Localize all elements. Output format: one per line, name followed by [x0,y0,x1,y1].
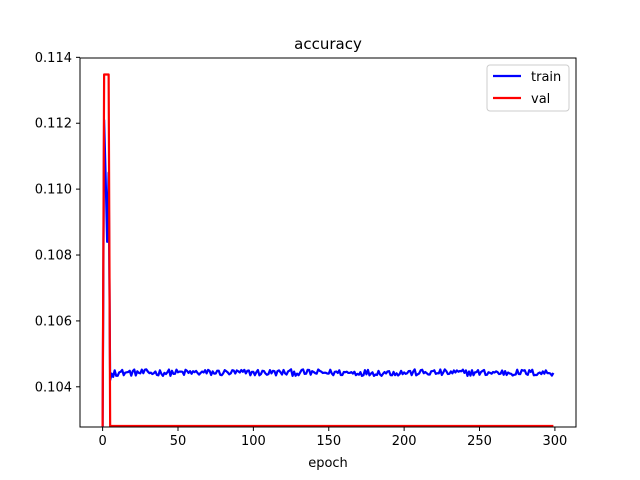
x-tick-label: 250 [467,434,492,449]
legend: train val [486,64,570,112]
legend-label-val: val [531,92,550,107]
series-line-val [101,73,554,428]
y-tick-label: 0.110 [35,183,72,198]
y-tick-label: 0.114 [35,51,72,66]
y-tick-label: 0.112 [35,117,72,132]
x-tick-label: 100 [241,434,266,449]
y-tick-label: 0.104 [35,380,72,395]
x-tick-label: 200 [392,434,417,449]
x-tick-label: 300 [542,434,567,449]
y-axis: 0.104 0.106 0.108 0.110 0.112 0.114 [35,51,80,395]
y-tick-label: 0.108 [35,249,72,264]
x-tick-label: 0 [98,434,106,449]
plot-area [101,73,555,428]
chart-title: accuracy [294,35,362,53]
y-tick-label: 0.106 [35,314,72,329]
x-tick-label: 150 [316,434,341,449]
x-axis-label: epoch [308,456,348,471]
x-tick-label: 50 [170,434,187,449]
legend-label-train: train [531,70,561,85]
axes-frame [79,57,577,428]
series-line-train [101,118,555,427]
x-axis: 0 50 100 150 200 250 300 [98,427,567,449]
